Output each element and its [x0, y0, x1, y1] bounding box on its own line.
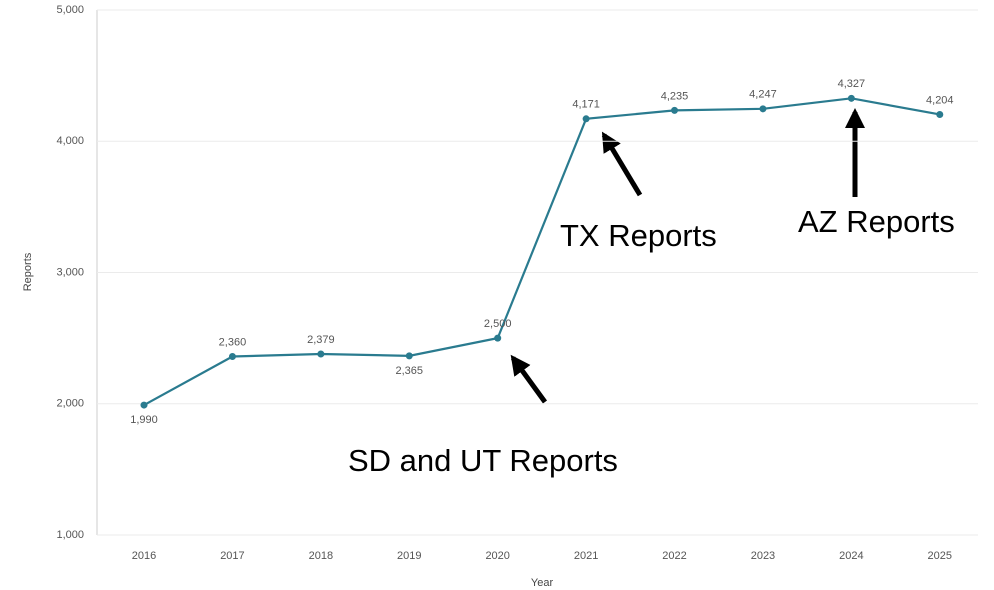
y-tick-label: 2,000: [56, 398, 84, 410]
point: [317, 350, 325, 358]
point: [405, 352, 413, 360]
y-axis-label: Reports: [22, 252, 34, 291]
x-tick-label: 2017: [220, 550, 244, 562]
x-tick-label: 2016: [132, 550, 156, 562]
y-tick-label: 5,000: [56, 4, 84, 16]
x-tick-label: 2018: [309, 550, 333, 562]
x-tick-label: 2023: [751, 550, 775, 562]
value-label: 4,171: [572, 99, 600, 111]
arrow: [510, 354, 548, 404]
value-label: 1,990: [130, 414, 158, 426]
x-tick-label: 2021: [574, 550, 598, 562]
x-tick-label: 2019: [397, 550, 421, 562]
value-label: 4,235: [661, 90, 689, 102]
x-tick-label: 2024: [839, 550, 863, 562]
value-label: 4,327: [838, 78, 866, 90]
value-label: 2,365: [396, 365, 424, 377]
y-tick-label: 4,000: [56, 135, 84, 147]
value-label: 2,379: [307, 334, 335, 346]
y-tick-label: 1,000: [56, 529, 84, 541]
value-label: 4,204: [926, 94, 954, 106]
value-label: 2,360: [219, 336, 247, 348]
y-tick-label: 3,000: [56, 266, 84, 278]
x-axis-label: Year: [531, 577, 554, 589]
line: [143, 97, 940, 407]
point: [494, 334, 502, 342]
value-label: 4,247: [749, 89, 777, 101]
point: [228, 353, 236, 360]
point: [140, 401, 148, 409]
x-tick-label: 2022: [662, 550, 686, 562]
point: [582, 115, 590, 123]
arrow: [601, 131, 643, 197]
x-tick-label: 2025: [928, 550, 952, 562]
annotation: AZ Reports: [798, 204, 955, 239]
point: [847, 94, 855, 102]
point: [759, 105, 767, 113]
annotation: SD and UT Reports: [348, 443, 618, 478]
x-tick-label: 2020: [485, 550, 509, 562]
annotation: TX Reports: [560, 218, 717, 253]
point: [671, 106, 679, 114]
value-label: 2,500: [484, 318, 512, 330]
point: [936, 110, 944, 118]
